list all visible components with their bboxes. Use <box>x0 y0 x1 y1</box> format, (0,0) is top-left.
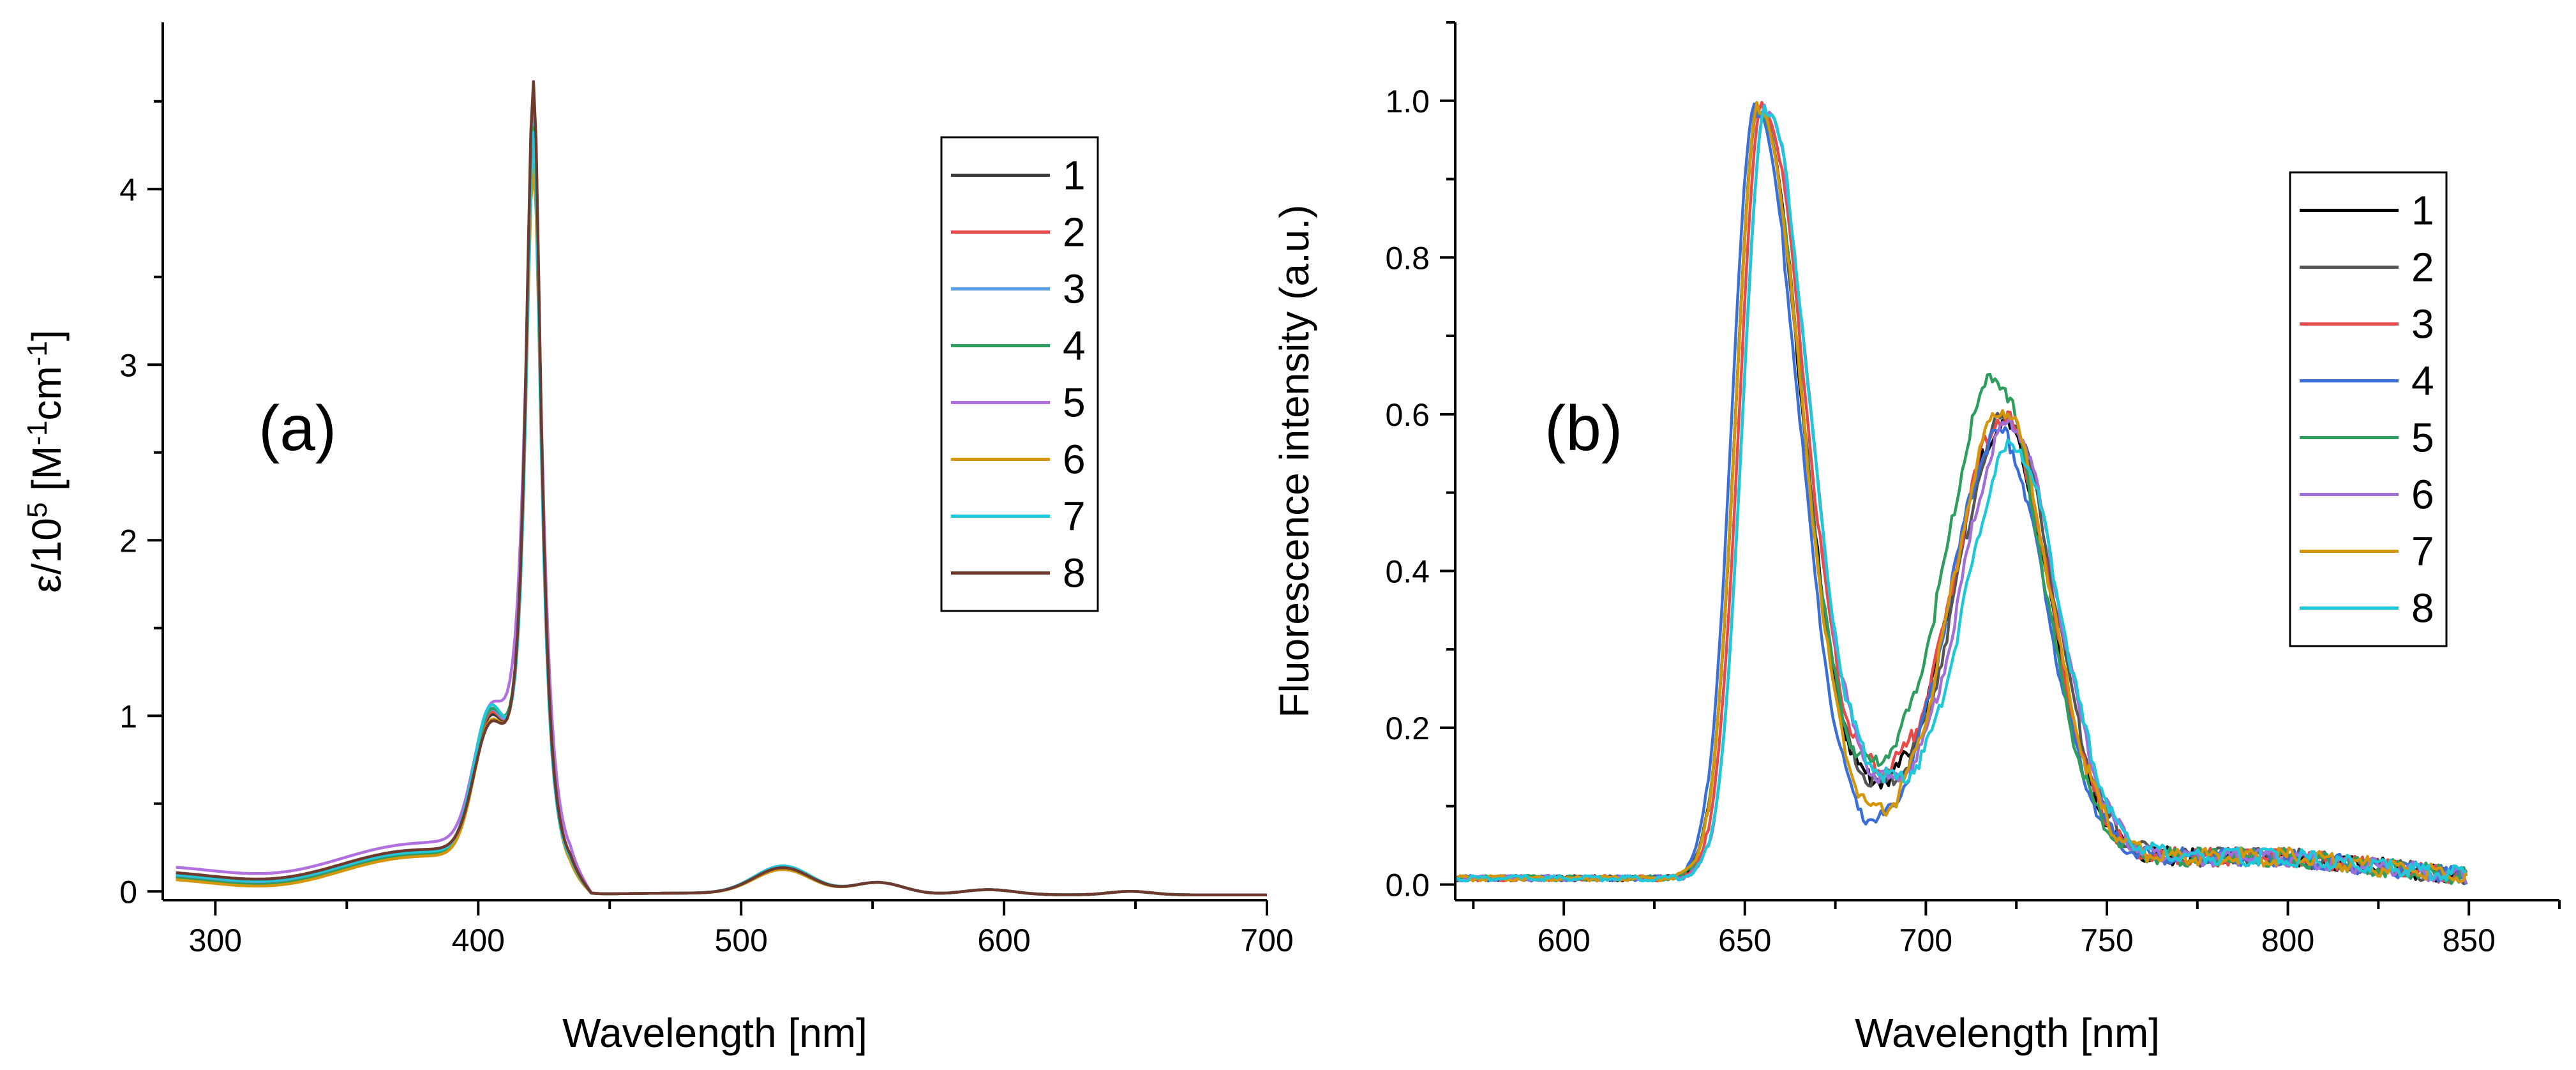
panel-b-x-tick-label: 750 <box>2080 923 2133 958</box>
panel-a-x-tick-label: 700 <box>1240 923 1293 958</box>
panel-a-y-tick-label: 2 <box>119 523 137 559</box>
panel-b-series-line-8 <box>1454 104 2467 883</box>
panel-a-y-tick-label: 3 <box>119 347 137 383</box>
panel-b-x-axis-title: Wavelength [nm] <box>1855 1010 2160 1056</box>
panel-a-absorption-chart: 300 400 500 600 700 0 1 2 3 4 Wavelength [nm] ε/1… <box>22 22 1294 1056</box>
panel-a-y-title-exp2: -1 <box>22 421 53 446</box>
panel-b-x-tick-label: 800 <box>2261 923 2314 958</box>
panel-b-fluorescence-chart: 600 650 700 750 800 850 0.0 0.2 0.4 0.6 0.8 1.0 Wav… <box>1271 21 2561 1056</box>
panel-a-series-line-8 <box>176 80 1267 896</box>
panel-a-label: (a) <box>258 393 336 464</box>
panel-a-series-line-7 <box>176 131 1267 896</box>
panel-a-series-group <box>176 80 1267 896</box>
panel-b-legend-box <box>2289 171 2448 647</box>
panel-b-x-tick-label: 850 <box>2442 923 2495 958</box>
panel-a-series-line-2 <box>176 101 1267 896</box>
panel-a-y-tick-label: 0 <box>119 874 137 910</box>
panel-b-legend-label: 1 <box>2411 188 2434 234</box>
panel-a-series-line-5 <box>176 168 1267 896</box>
panel-b-legend-label: 2 <box>2411 245 2434 290</box>
panel-a-x-axis-title: Wavelength [nm] <box>562 1010 867 1056</box>
panel-a-series-line-1 <box>176 89 1267 896</box>
panel-a-legend-box <box>940 136 1099 612</box>
panel-b-y-tick-label: 1.0 <box>1385 84 1430 119</box>
panel-a-y-title-symbol: ε/10 <box>24 518 70 593</box>
panel-a-y-title-unit-b: cm <box>24 366 70 420</box>
panel-b-y-tick-label: 0.6 <box>1385 397 1430 433</box>
panel-a-axes: 300 400 500 600 700 0 1 2 3 4 <box>119 22 1294 958</box>
panel-a-series-line-6 <box>176 162 1267 896</box>
panel-a-legend-label: 1 <box>1063 153 1086 199</box>
panel-a-y-title-exp3: -1 <box>22 341 53 366</box>
panel-a-x-tick-label: 600 <box>977 923 1030 958</box>
panel-b-y-axis-title: Fluorescence intensity (a.u.) <box>1271 205 1317 718</box>
panel-b-legend-label: 6 <box>2411 472 2434 518</box>
panel-a-legend-label: 4 <box>1063 323 1086 369</box>
panel-b-legend-label: 7 <box>2411 529 2434 575</box>
panel-b-y-tick-label: 0.2 <box>1385 711 1430 746</box>
panel-a-legend-label: 6 <box>1063 437 1086 483</box>
panel-a-y-tick-label: 4 <box>119 172 137 207</box>
panel-b-legend: 1 2 3 4 5 6 7 8 <box>2289 171 2448 647</box>
panel-a-legend-label: 3 <box>1063 266 1086 312</box>
panel-a-x-tick-label: 400 <box>452 923 505 958</box>
panel-a-y-tick-label: 1 <box>119 698 137 734</box>
panel-a-series-line-4 <box>176 125 1267 896</box>
panel-a-x-tick-label: 500 <box>714 923 767 958</box>
panel-b-legend-label: 4 <box>2411 358 2434 404</box>
panel-a-x-tick-label: 300 <box>189 923 242 958</box>
panel-b-y-tick-label: 0.4 <box>1385 554 1430 589</box>
panel-b-axes: 600 650 700 750 800 850 0.0 0.2 0.4 0.6 0.8 1.0 <box>1385 21 2561 958</box>
panel-b-x-tick-label: 650 <box>1718 923 1771 958</box>
panel-b-y-tick-label: 0.8 <box>1385 240 1430 276</box>
panel-b-series-group <box>1454 101 2468 885</box>
panel-a-y-title-unit-c: ] <box>24 329 70 341</box>
panel-b-x-tick-label: 700 <box>1899 923 1952 958</box>
panel-a-series-line-3 <box>176 115 1267 896</box>
panel-a-y-axis-title: ε/105 [M-1cm-1] <box>22 329 70 592</box>
panel-b-legend-label: 3 <box>2411 301 2434 347</box>
panel-b-y-tick-label: 0.0 <box>1385 867 1430 903</box>
panel-b-legend-label: 5 <box>2411 415 2434 461</box>
panel-a-y-title-exp1: 5 <box>22 502 53 518</box>
panel-b-label: (b) <box>1545 393 1622 464</box>
panel-b-legend-label: 8 <box>2411 585 2434 631</box>
panel-a-legend-label: 2 <box>1063 209 1086 255</box>
panel-a-y-title-unit-a: [M <box>24 446 70 502</box>
panel-a-legend-label: 5 <box>1063 380 1086 426</box>
panel-a-legend-label: 7 <box>1063 494 1086 539</box>
panel-a-legend-label: 8 <box>1063 550 1086 596</box>
panel-a-legend: 1 2 3 4 5 6 7 8 <box>940 136 1099 612</box>
panel-b-x-tick-label: 600 <box>1537 923 1590 958</box>
